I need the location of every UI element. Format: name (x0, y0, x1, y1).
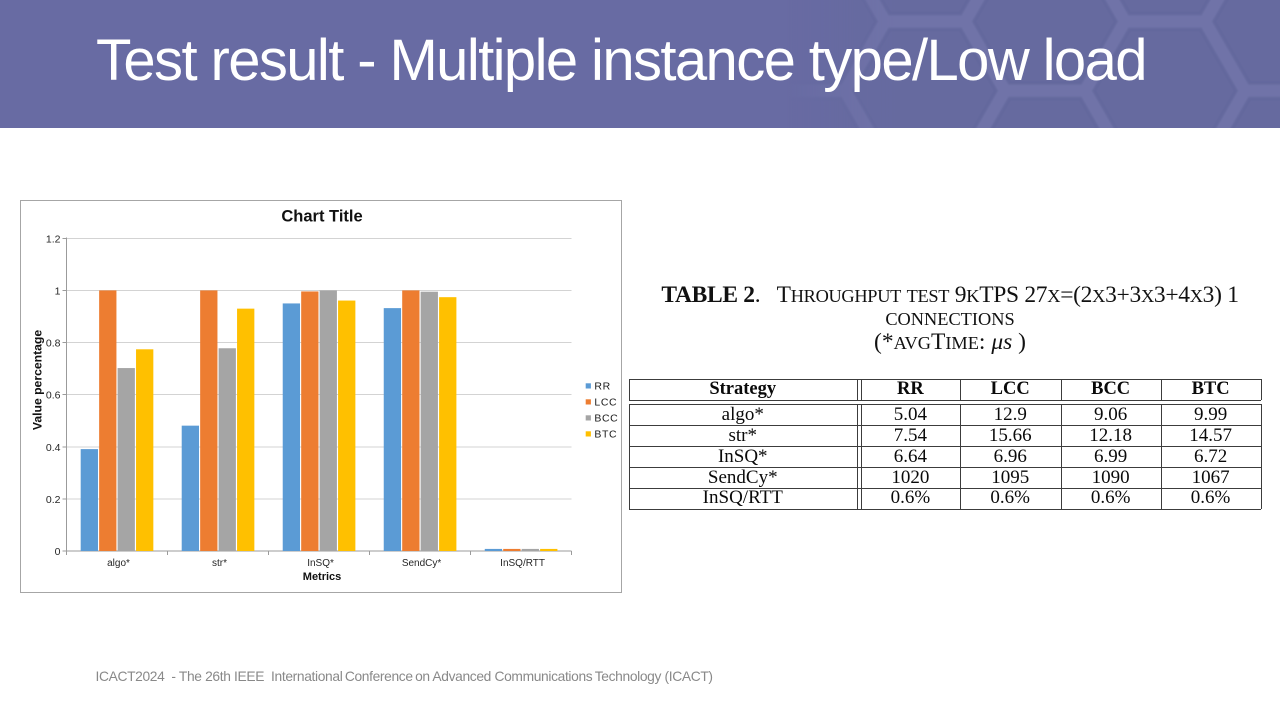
svg-text:0.6: 0.6 (46, 390, 61, 402)
svg-text:1.2: 1.2 (46, 233, 61, 245)
svg-text:InSQ/RTT: InSQ/RTT (500, 558, 545, 569)
svg-text:Metrics: Metrics (303, 571, 342, 583)
svg-text:str*: str* (212, 558, 227, 569)
svg-text:BCC: BCC (594, 413, 618, 425)
svg-text:BTC: BTC (594, 429, 617, 441)
svg-text:1: 1 (55, 285, 61, 297)
svg-text:LCC: LCC (594, 397, 617, 409)
svg-text:SendCy*: SendCy* (402, 558, 442, 569)
svg-text:algo*: algo* (107, 558, 130, 569)
svg-text:0: 0 (55, 546, 61, 558)
svg-text:InSQ*: InSQ* (307, 558, 334, 569)
svg-text:0.8: 0.8 (46, 338, 61, 350)
svg-text:0.4: 0.4 (46, 442, 61, 454)
svg-text:Chart Title: Chart Title (281, 208, 362, 226)
svg-text:0.2: 0.2 (46, 494, 61, 506)
svg-text:Value percentage: Value percentage (31, 330, 45, 430)
svg-text:RR: RR (594, 381, 610, 393)
